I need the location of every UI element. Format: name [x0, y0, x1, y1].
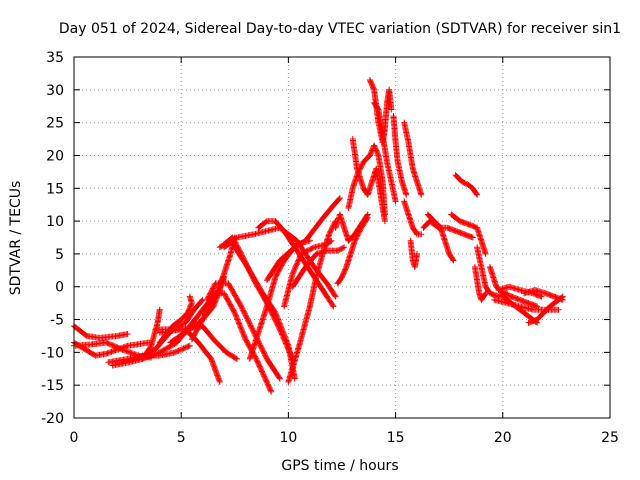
chart-title: Day 051 of 2024, Sidereal Day-to-day VTE… [59, 21, 621, 37]
series-pass-36 [452, 172, 481, 198]
series-pass-01 [71, 323, 131, 341]
y-tick-label: 20 [46, 148, 64, 164]
plus-markers [525, 293, 566, 326]
series-pass-08 [156, 293, 195, 346]
x-tick-label: 25 [601, 430, 619, 446]
plus-markers [349, 136, 388, 225]
series-pass-29 [371, 99, 399, 205]
plus-markers [448, 211, 489, 257]
plus-markers [474, 244, 511, 300]
y-tick-label: 5 [55, 247, 64, 263]
plus-markers [401, 119, 425, 198]
plus-markers [471, 264, 489, 303]
series-pass-13 [199, 290, 275, 395]
plot-frame [73, 56, 611, 419]
x-axis-label: GPS time / hours [281, 458, 398, 474]
series-pass-31 [401, 119, 425, 198]
plus-markers [264, 195, 343, 284]
series-pass-30 [390, 113, 410, 198]
series-pass-27 [349, 136, 388, 225]
series-pass-21 [281, 237, 335, 310]
series-pass-22 [264, 195, 343, 284]
series-pass-32 [401, 198, 425, 238]
series-pass-39 [471, 264, 489, 303]
y-tick-label: 30 [46, 83, 64, 99]
series-pass-18 [285, 218, 339, 385]
plus-markers [281, 237, 335, 310]
series-pass-45 [525, 293, 566, 326]
series-pass-23 [289, 244, 348, 290]
plus-markers [401, 198, 425, 238]
y-tick-label: -20 [41, 411, 64, 427]
y-tick-label: -15 [41, 378, 64, 394]
x-tick-label: 15 [387, 430, 405, 446]
plus-markers [371, 99, 399, 205]
plus-markers [156, 293, 195, 346]
y-tick-label: 0 [55, 280, 64, 296]
plus-markers [390, 113, 410, 198]
plus-markers [71, 323, 131, 341]
x-tick-label: 20 [494, 430, 512, 446]
x-tick-label: 5 [177, 430, 186, 446]
plus-markers [334, 214, 371, 287]
series-pass-38 [474, 244, 511, 300]
y-tick-label: -10 [41, 345, 64, 361]
series-pass-25 [334, 214, 371, 287]
series-pass-33 [407, 237, 420, 270]
plus-markers [199, 290, 275, 395]
x-tick-label: 10 [279, 430, 297, 446]
x-tick-label: 0 [70, 430, 79, 446]
series-pass-37 [448, 211, 489, 257]
plus-markers [332, 211, 371, 244]
plus-markers [407, 237, 420, 270]
y-tick-label: -5 [50, 313, 64, 329]
y-tick-label: 10 [46, 214, 64, 230]
series-pass-16 [216, 237, 298, 382]
y-tick-label: 25 [46, 116, 64, 132]
y-axis-label: SDTVAR / TECUs [8, 181, 24, 296]
plus-markers [216, 237, 298, 382]
y-tick-label: 35 [46, 50, 64, 66]
series-pass-35 [424, 211, 457, 264]
plus-markers [452, 172, 481, 198]
plus-markers [424, 211, 457, 264]
grid [74, 57, 610, 418]
y-tick-label: 15 [46, 181, 64, 197]
plus-markers [289, 244, 348, 290]
data-points [71, 77, 566, 395]
series-pass-24 [332, 211, 371, 244]
plus-markers [285, 218, 339, 385]
